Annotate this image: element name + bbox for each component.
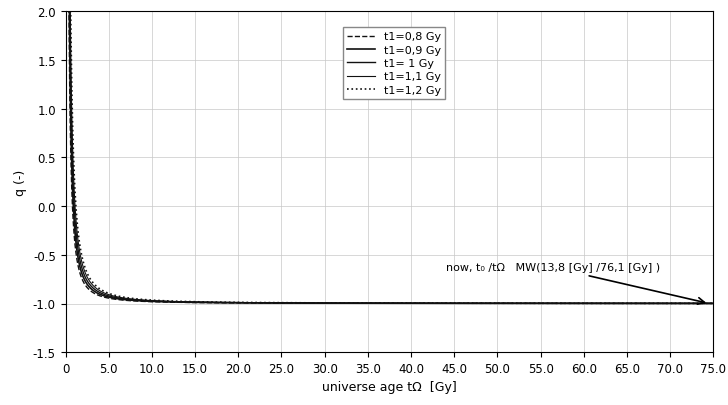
t1=1,2 Gy [483,301,491,306]
Line: t1=1,1 Gy: t1=1,1 Gy [66,12,713,304]
t1=0,8 Gy [483,301,491,306]
t1=0,9 Gy [483,301,491,306]
t1=1,1 Gy [483,301,491,306]
t1= 1 Gy [450,301,459,306]
t1=1,2 Gy [179,299,188,304]
t1=0,9 Gy [179,300,188,305]
Y-axis label: q (-): q (-) [15,169,27,195]
t1=1,2 Gy [450,301,459,306]
Line: t1=0,8 Gy: t1=0,8 Gy [66,12,713,304]
t1=0,9 Gy [450,301,459,306]
Text: now, t₀ /tΩ   MW(13,8 [Gy] /76,1 [Gy] ): now, t₀ /tΩ MW(13,8 [Gy] /76,1 [Gy] ) [446,263,705,305]
t1=0,8 Gy [594,301,603,306]
t1=1,2 Gy [309,301,317,305]
t1=0,9 Gy [594,301,603,306]
t1=1,1 Gy [450,301,459,306]
t1=0,8 Gy [545,301,553,306]
t1= 1 Gy [709,301,718,306]
t1=0,8 Gy [61,10,70,15]
t1= 1 Gy [545,301,553,306]
Legend: t1=0,8 Gy, t1=0,9 Gy, t1= 1 Gy, t1=1,1 Gy, t1=1,2 Gy: t1=0,8 Gy, t1=0,9 Gy, t1= 1 Gy, t1=1,1 G… [343,28,446,100]
t1=0,8 Gy [450,301,459,306]
Line: t1=1,2 Gy: t1=1,2 Gy [66,12,713,304]
t1=0,9 Gy [709,301,718,306]
X-axis label: universe age tΩ  [Gy]: universe age tΩ [Gy] [322,381,457,394]
t1=1,1 Gy [594,301,603,306]
t1=0,9 Gy [545,301,553,306]
t1=0,8 Gy [709,301,718,306]
t1=1,1 Gy [545,301,553,306]
t1=0,9 Gy [309,301,317,306]
t1=1,2 Gy [61,10,70,15]
t1=1,1 Gy [61,10,70,15]
t1= 1 Gy [309,301,317,306]
t1= 1 Gy [594,301,603,306]
t1=0,9 Gy [61,10,70,15]
t1=1,2 Gy [709,301,718,306]
t1=1,2 Gy [594,301,603,306]
Line: t1=0,9 Gy: t1=0,9 Gy [66,12,713,304]
t1=1,1 Gy [709,301,718,306]
t1= 1 Gy [179,300,188,305]
t1=1,2 Gy [545,301,553,306]
Line: t1= 1 Gy: t1= 1 Gy [66,12,713,304]
t1=0,8 Gy [179,300,188,305]
t1= 1 Gy [483,301,491,306]
t1=1,1 Gy [179,300,188,305]
t1= 1 Gy [61,10,70,15]
t1=1,1 Gy [309,301,317,306]
t1=0,8 Gy [309,301,317,306]
